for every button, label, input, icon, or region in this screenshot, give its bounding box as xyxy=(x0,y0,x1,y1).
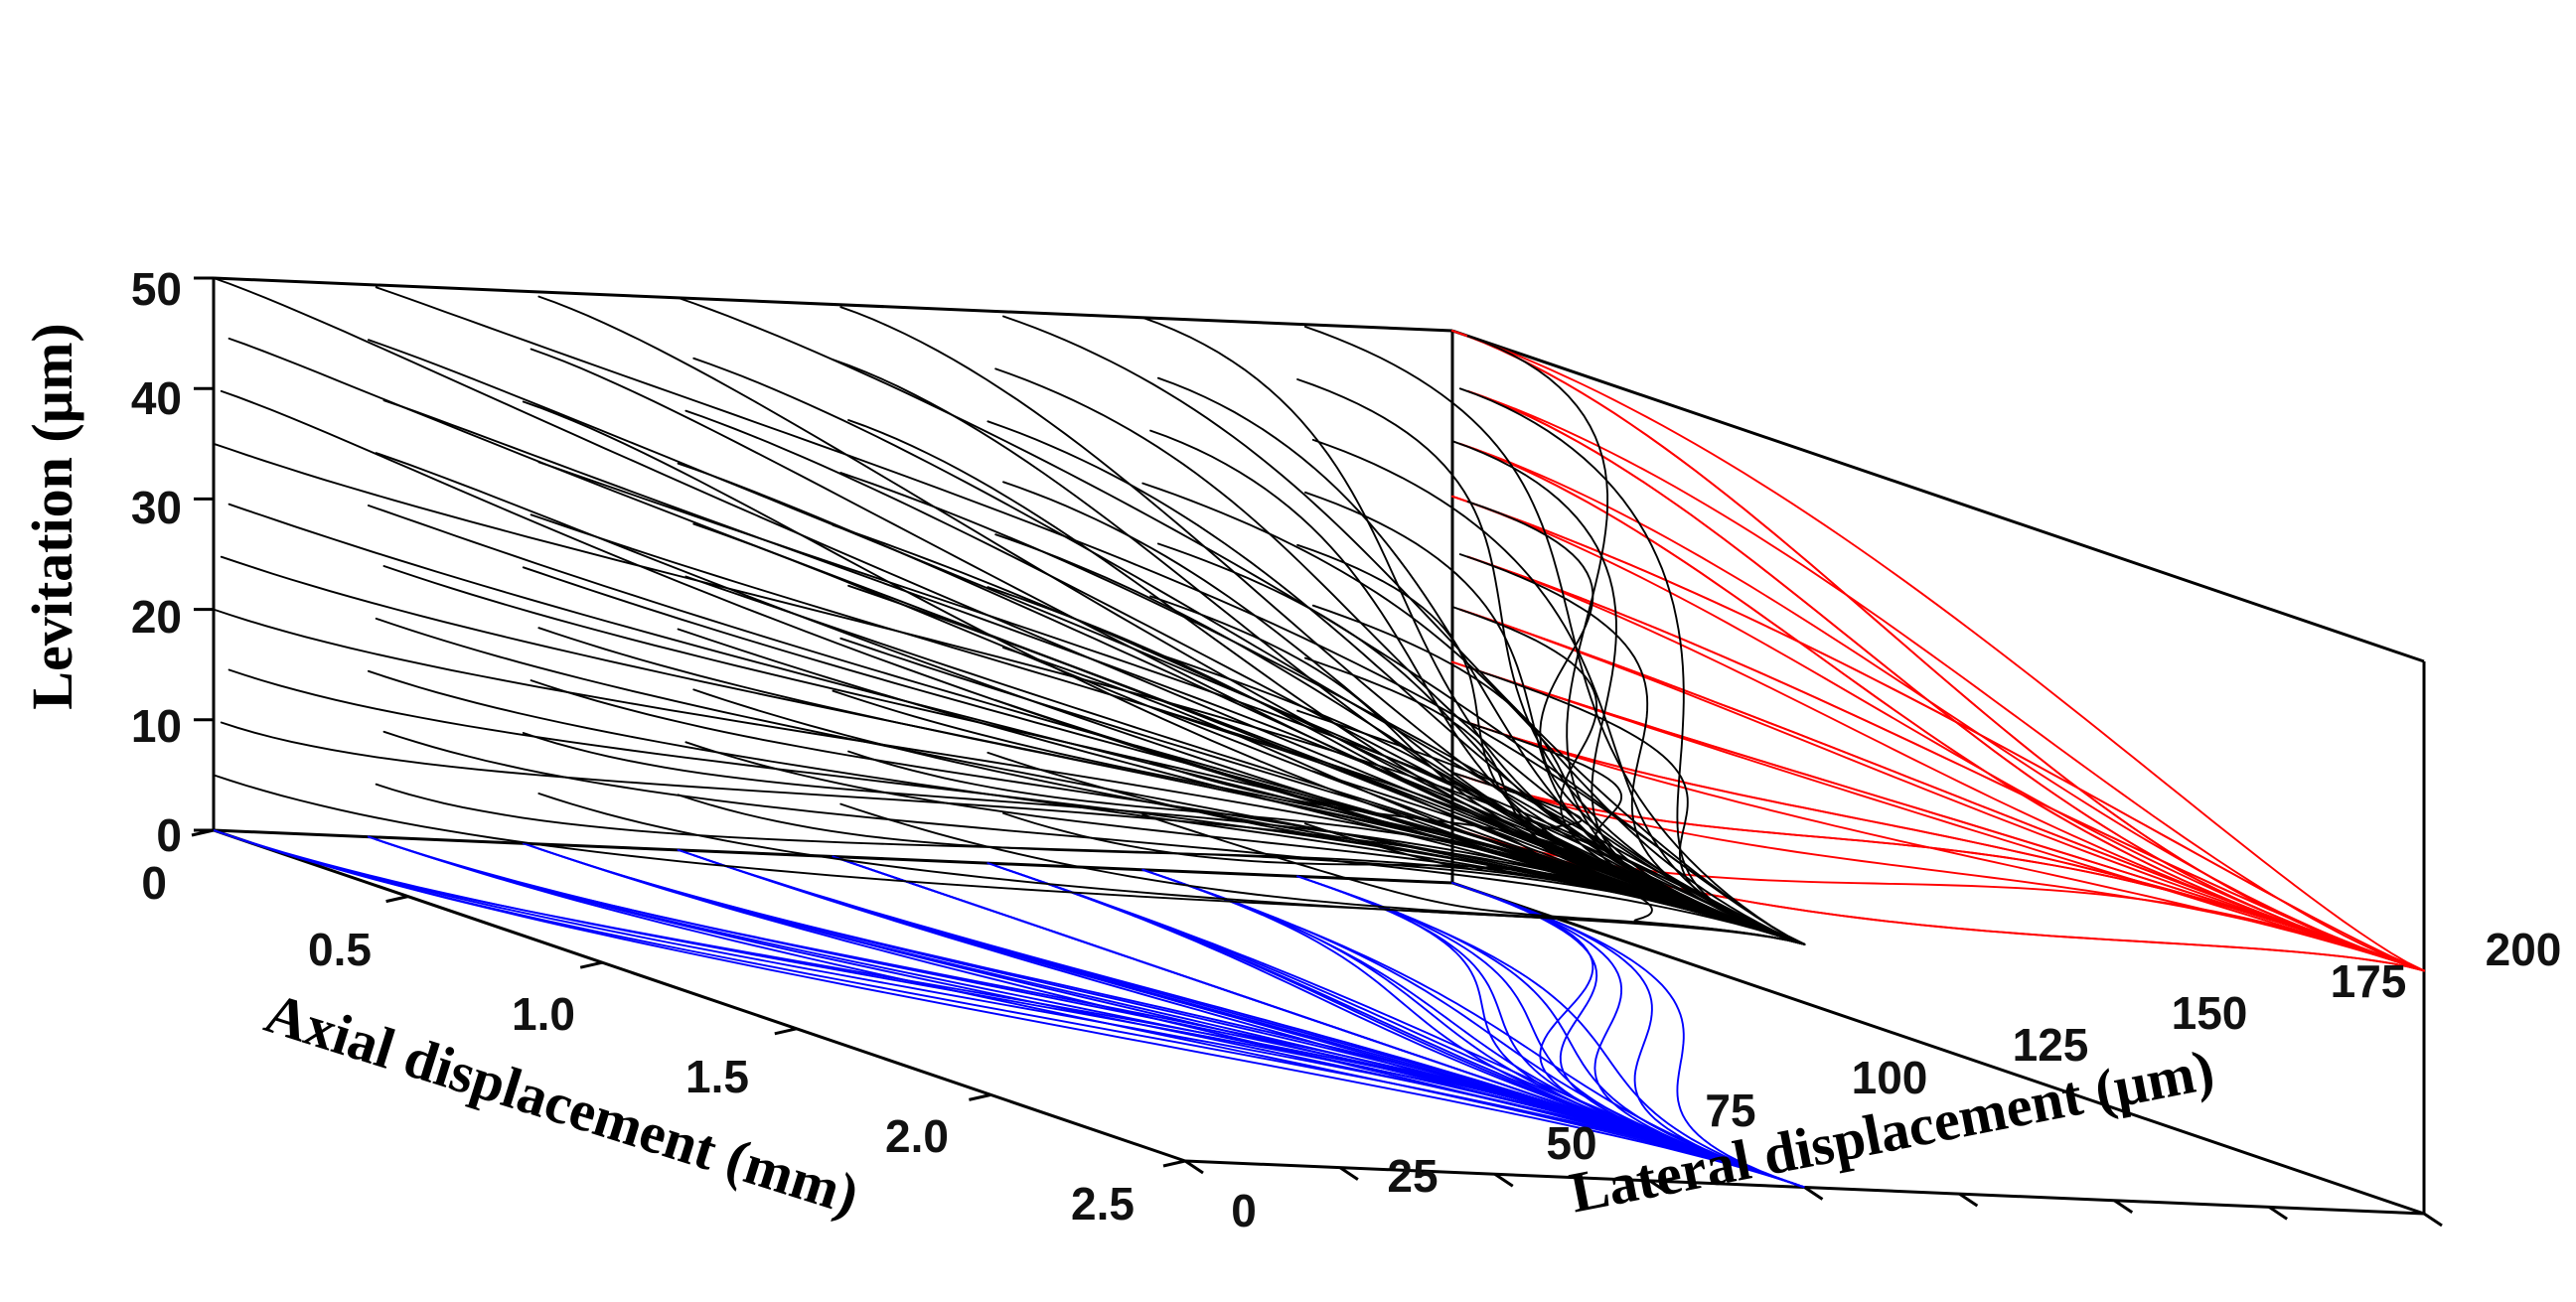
red-trajectory xyxy=(1458,442,2425,972)
red-trajectory xyxy=(1458,608,2425,972)
black-trajectory xyxy=(1466,501,1806,945)
z-axis-title: Levitation (µm) xyxy=(20,323,84,709)
black-trajectory xyxy=(382,730,1806,945)
blue-trajectory xyxy=(375,838,1806,1189)
blue-trajectory xyxy=(1311,880,1806,1189)
black-trajectory xyxy=(1141,482,1806,945)
black-trajectory xyxy=(839,306,1806,945)
red-trajectory xyxy=(1458,442,2425,972)
x-tick-label: 125 xyxy=(2013,1019,2089,1071)
frame-right-top xyxy=(1451,329,2425,663)
z-tick-label: 50 xyxy=(131,263,182,315)
red-trajectory xyxy=(1451,330,2425,972)
black-trajectory xyxy=(1466,831,1806,945)
x-tick-label: 25 xyxy=(1387,1150,1438,1202)
red-trajectory xyxy=(1451,330,2425,972)
black-trajectory xyxy=(1458,387,1806,945)
black-trajectory xyxy=(986,420,1806,945)
black-trajectory xyxy=(1451,440,1806,945)
x-tick-mark xyxy=(1493,1173,1514,1188)
x-tick-label: 200 xyxy=(2486,924,2562,975)
blue-trajectory xyxy=(1303,878,1806,1189)
y-tick-mark xyxy=(579,960,603,969)
black-trajectory xyxy=(677,296,1806,945)
x-tick-mark xyxy=(1803,1186,1824,1201)
y-tick-mark xyxy=(774,1027,798,1036)
z-tick-labels: 0 10 20 30 40 50 xyxy=(131,263,182,861)
blue-trajectory xyxy=(1466,887,1806,1189)
red-trajectory xyxy=(1466,555,2425,972)
y-tick-label: 1.5 xyxy=(685,1051,749,1102)
red-trajectory xyxy=(1451,660,2425,972)
red-trajectory xyxy=(1451,495,2425,972)
black-trajectory xyxy=(1311,438,1806,945)
frame-back-top xyxy=(213,276,1453,333)
y-tick-label: 2.5 xyxy=(1071,1178,1135,1230)
blue-trajectory xyxy=(227,834,1806,1189)
black-trajectory xyxy=(1466,335,1806,945)
x-tick-mark xyxy=(1339,1166,1359,1181)
x-tick-mark xyxy=(2113,1199,2134,1214)
y-tick-mark xyxy=(191,828,215,837)
x-tick-mark xyxy=(1648,1179,1669,1195)
red-trajectory xyxy=(1466,721,2425,972)
blue-trajectories xyxy=(213,829,1806,1189)
frame-front-left xyxy=(213,828,1186,1163)
y-tick-label: 2.0 xyxy=(885,1110,949,1162)
z-tick-label: 40 xyxy=(131,372,182,424)
x-tick-label: 150 xyxy=(2172,987,2248,1039)
black-trajectory xyxy=(1451,606,1806,945)
red-trajectory xyxy=(1451,660,2425,972)
x-tick-label: 100 xyxy=(1852,1052,1928,1103)
blue-trajectory xyxy=(1458,884,1806,1189)
y-tick-mark xyxy=(1162,1159,1186,1168)
y-tick-label: 0 xyxy=(141,857,167,909)
blue-trajectory xyxy=(1466,887,1806,1189)
red-trajectory xyxy=(1466,389,2425,972)
black-trajectories xyxy=(213,277,1806,945)
blue-trajectory xyxy=(1451,882,1806,1189)
x-tick-label: 175 xyxy=(2331,955,2407,1007)
x-tick-mark xyxy=(2268,1206,2288,1221)
red-trajectory xyxy=(1458,608,2425,972)
z-tick-label: 30 xyxy=(131,482,182,533)
black-trajectory xyxy=(537,461,1806,945)
black-trajectory xyxy=(994,367,1806,945)
x-tick-labels: 0 25 50 75 100 125 150 175 200 xyxy=(1231,924,2561,1236)
y-tick-mark xyxy=(969,1092,991,1101)
y-tick-labels: 0 0.5 1.0 1.5 2.0 2.5 xyxy=(141,857,1135,1230)
red-trajectory xyxy=(1466,555,2425,972)
z-tick-label: 0 xyxy=(156,809,182,861)
y-tick-label: 0.5 xyxy=(308,924,372,975)
x-tick-label: 75 xyxy=(1705,1085,1755,1136)
black-trajectory xyxy=(986,586,1806,945)
blue-trajectory xyxy=(692,854,1806,1189)
x-tick-label: 50 xyxy=(1546,1117,1596,1169)
x-tick-mark xyxy=(1958,1192,1979,1208)
x-tick-mark xyxy=(1184,1159,1204,1175)
frame-right-bottom xyxy=(1451,881,2425,1216)
y-tick-mark xyxy=(385,895,408,904)
blue-trajectory xyxy=(1458,884,1806,1189)
z-tick-label: 10 xyxy=(131,700,182,752)
tick-marks xyxy=(191,276,2443,1228)
red-trajectories xyxy=(1451,330,2425,972)
x-tick-mark xyxy=(2423,1212,2443,1228)
black-trajectory xyxy=(537,627,1806,945)
black-trajectory xyxy=(1303,326,1806,945)
z-tick-label: 20 xyxy=(131,591,182,643)
red-trajectory xyxy=(1466,555,2425,972)
black-trajectory xyxy=(1311,770,1806,945)
black-trajectory xyxy=(1296,543,1806,945)
black-trajectory xyxy=(1451,771,1806,945)
y-tick-label: 1.0 xyxy=(512,988,575,1040)
x-tick-label: 0 xyxy=(1231,1185,1257,1236)
